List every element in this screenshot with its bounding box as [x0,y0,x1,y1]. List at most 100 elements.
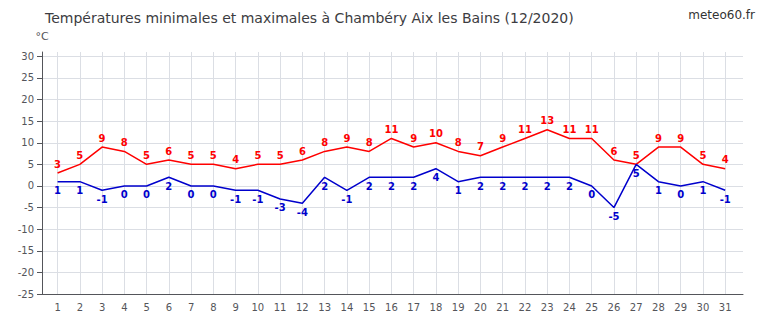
svg-text:25: 25 [21,72,34,83]
svg-text:11: 11 [518,124,532,135]
svg-text:0: 0 [143,189,150,200]
svg-text:1: 1 [54,302,60,313]
svg-text:1: 1 [455,185,462,196]
svg-text:13: 13 [540,115,554,126]
svg-text:0: 0 [28,180,34,191]
svg-text:2: 2 [566,181,573,192]
svg-text:5: 5 [254,150,261,161]
svg-text:4: 4 [121,302,127,313]
svg-text:-10: -10 [18,224,34,235]
svg-text:3: 3 [54,159,61,170]
svg-text:11: 11 [384,124,398,135]
svg-text:-25: -25 [18,289,34,300]
svg-text:-5: -5 [24,202,34,213]
svg-text:5: 5 [210,150,217,161]
svg-text:meteo60.fr: meteo60.fr [688,8,755,22]
svg-text:5: 5 [143,150,150,161]
svg-text:9: 9 [99,133,106,144]
svg-text:5: 5 [28,159,34,170]
svg-text:2: 2 [499,181,506,192]
svg-text:-15: -15 [18,245,34,256]
svg-text:Températures minimales et maxi: Températures minimales et maximales à Ch… [44,10,574,26]
svg-text:8: 8 [366,137,373,148]
svg-text:9: 9 [410,133,417,144]
svg-text:0: 0 [210,189,217,200]
svg-text:2: 2 [366,181,373,192]
svg-text:2: 2 [165,181,172,192]
svg-text:-1: -1 [97,194,108,205]
svg-text:9: 9 [232,302,238,313]
svg-text:-1: -1 [230,194,241,205]
svg-text:13: 13 [318,302,331,313]
svg-text:12: 12 [296,302,309,313]
svg-text:-20: -20 [18,267,34,278]
svg-text:7: 7 [477,141,484,152]
svg-text:26: 26 [608,302,621,313]
svg-text:1: 1 [54,185,61,196]
svg-text:4: 4 [722,154,729,165]
svg-text:6: 6 [165,146,172,157]
svg-text:6: 6 [299,146,306,157]
svg-text:°C: °C [35,30,49,43]
svg-text:20: 20 [21,94,34,105]
svg-text:19: 19 [452,302,465,313]
svg-text:24: 24 [563,302,576,313]
svg-text:0: 0 [188,189,195,200]
svg-text:0: 0 [677,189,684,200]
svg-text:6: 6 [610,146,617,157]
svg-text:2: 2 [321,181,328,192]
svg-text:5: 5 [633,168,640,179]
svg-text:1: 1 [76,185,83,196]
svg-text:-1: -1 [341,194,352,205]
svg-text:10: 10 [429,128,443,139]
svg-text:8: 8 [321,137,328,148]
svg-text:2: 2 [410,181,417,192]
svg-text:15: 15 [21,116,34,127]
svg-text:0: 0 [121,189,128,200]
svg-text:27: 27 [630,302,643,313]
svg-text:2: 2 [477,181,484,192]
svg-text:23: 23 [541,302,554,313]
svg-text:30: 30 [697,302,710,313]
svg-text:18: 18 [430,302,443,313]
svg-text:3: 3 [99,302,105,313]
svg-text:-1: -1 [720,194,731,205]
svg-text:0: 0 [588,189,595,200]
svg-text:8: 8 [455,137,462,148]
svg-text:29: 29 [674,302,687,313]
svg-text:25: 25 [585,302,598,313]
svg-text:14: 14 [341,302,354,313]
svg-text:21: 21 [496,302,509,313]
svg-text:2: 2 [77,302,83,313]
svg-text:6: 6 [166,302,172,313]
svg-text:22: 22 [519,302,532,313]
svg-text:11: 11 [274,302,287,313]
svg-text:5: 5 [143,302,149,313]
svg-text:17: 17 [407,302,420,313]
svg-text:5: 5 [633,150,640,161]
svg-text:10: 10 [251,302,264,313]
svg-text:1: 1 [655,185,662,196]
svg-text:4: 4 [232,154,239,165]
svg-text:28: 28 [652,302,665,313]
svg-text:-5: -5 [608,211,619,222]
svg-text:8: 8 [121,137,128,148]
svg-text:5: 5 [699,150,706,161]
svg-text:15: 15 [363,302,376,313]
svg-text:9: 9 [499,133,506,144]
svg-text:5: 5 [188,150,195,161]
svg-text:8: 8 [210,302,216,313]
svg-text:2: 2 [544,181,551,192]
svg-text:1: 1 [699,185,706,196]
svg-text:-1: -1 [252,194,263,205]
svg-text:10: 10 [21,137,34,148]
svg-text:20: 20 [474,302,487,313]
svg-text:9: 9 [343,133,350,144]
svg-text:16: 16 [385,302,398,313]
svg-text:7: 7 [188,302,194,313]
svg-text:5: 5 [76,150,83,161]
svg-text:9: 9 [655,133,662,144]
svg-text:9: 9 [677,133,684,144]
svg-text:5: 5 [277,150,284,161]
svg-text:11: 11 [562,124,576,135]
